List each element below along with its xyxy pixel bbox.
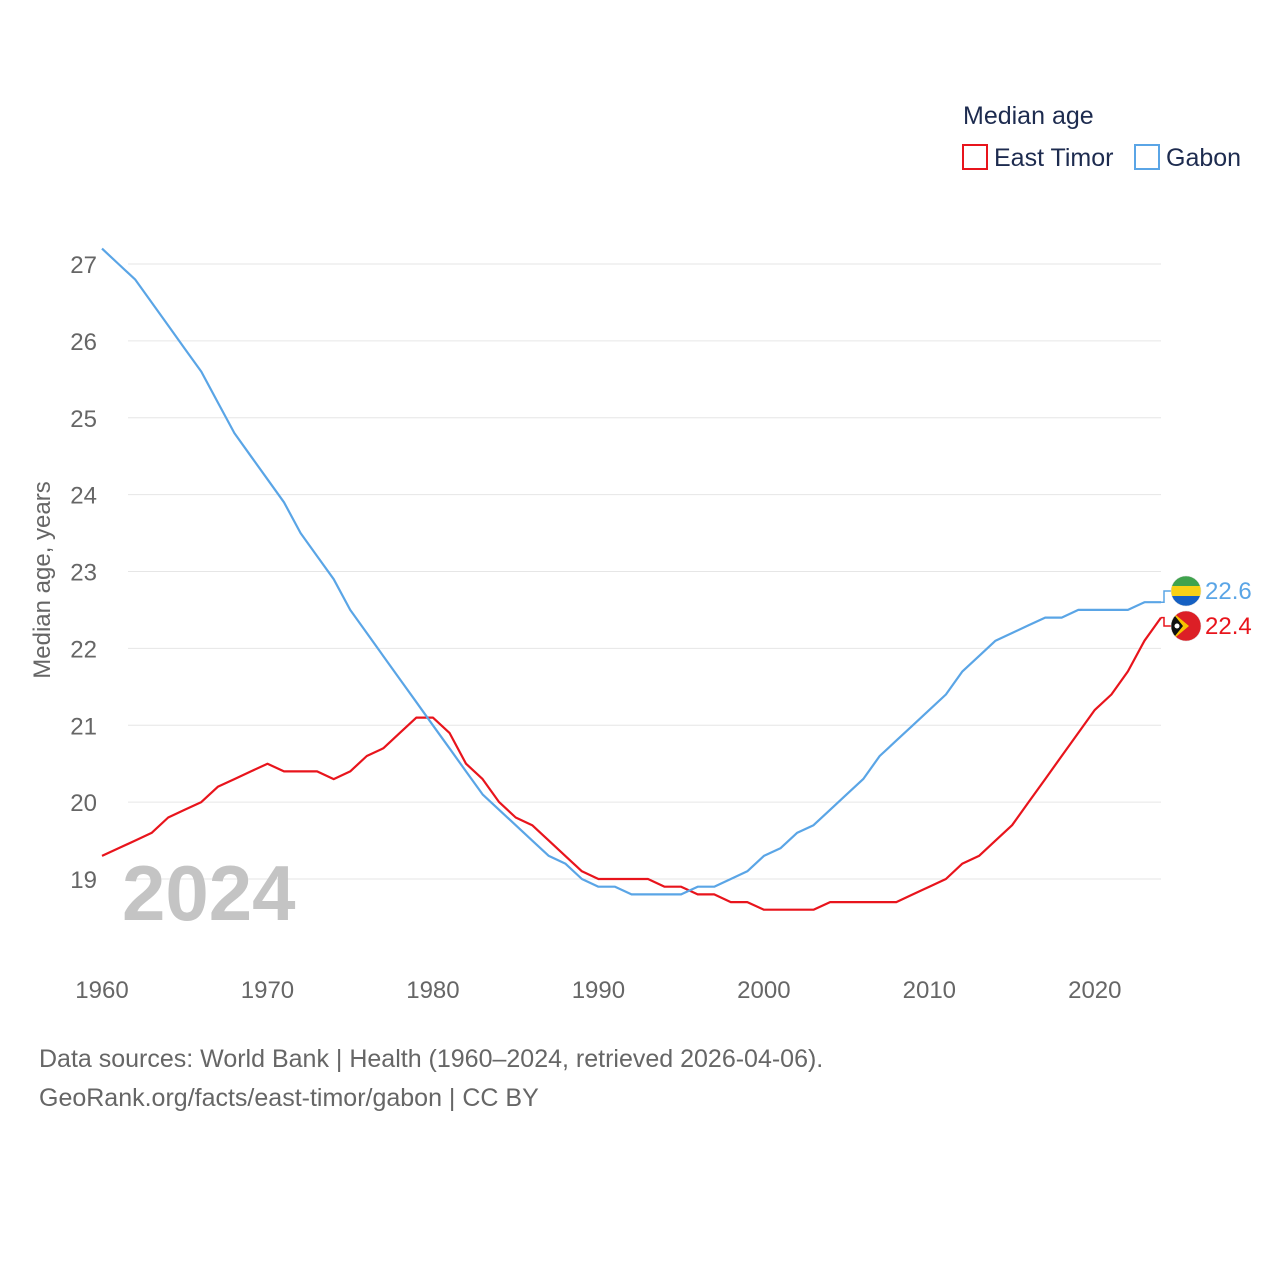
flag-icon-east-timor [1170, 610, 1202, 642]
y-axis-label: Median age, years [29, 481, 56, 678]
legend-title: Median age [963, 102, 1094, 130]
y-tick-20: 20 [70, 790, 97, 817]
connector-east-timor [1161, 616, 1172, 627]
y-tick-26: 26 [70, 329, 97, 356]
y-tick-22: 22 [70, 636, 97, 663]
footer-link[interactable]: GeoRank.org/facts/east-timor/gabon | CC … [39, 1084, 539, 1112]
gridlines [128, 263, 1161, 880]
x-tick-2020: 2020 [1068, 977, 1121, 1004]
x-tick-1960: 1960 [75, 977, 128, 1004]
legend-label-gabon: Gabon [1166, 144, 1241, 172]
legend-item-gabon[interactable]: Gabon [1134, 144, 1241, 172]
end-markers: 22.4 22.6 [1161, 575, 1252, 642]
legend-item-east-timor[interactable]: East Timor [962, 144, 1113, 172]
y-tick-21: 21 [70, 713, 97, 740]
x-tick-1990: 1990 [572, 977, 625, 1004]
flag-icon-gabon [1170, 575, 1202, 607]
legend-label-east-timor: East Timor [994, 144, 1113, 172]
y-tick-23: 23 [70, 560, 97, 587]
x-tick-labels: 1960 1970 1980 1990 2000 2010 2020 [75, 977, 1121, 1004]
x-tick-2010: 2010 [903, 977, 956, 1004]
connector-gabon [1161, 590, 1172, 603]
y-tick-19: 19 [70, 867, 97, 894]
legend-swatch-east-timor [962, 144, 988, 170]
y-tick-25: 25 [70, 406, 97, 433]
y-tick-24: 24 [70, 483, 97, 510]
series-line-gabon [101, 247, 1161, 896]
x-tick-1980: 1980 [406, 977, 459, 1004]
y-tick-labels: 19 20 21 22 23 24 25 26 27 [70, 252, 97, 894]
x-tick-2000: 2000 [737, 977, 790, 1004]
footer-source: Data sources: World Bank | Health (1960–… [39, 1045, 824, 1073]
x-tick-1970: 1970 [241, 977, 294, 1004]
end-label-gabon: 22.6 [1205, 578, 1252, 605]
end-label-east-timor: 22.4 [1205, 613, 1252, 640]
legend-swatch-gabon [1134, 144, 1160, 170]
current-year-label: 2024 [122, 849, 296, 937]
series-lines [101, 247, 1162, 911]
y-tick-27: 27 [70, 252, 97, 279]
series-line-east-timor [101, 616, 1162, 911]
